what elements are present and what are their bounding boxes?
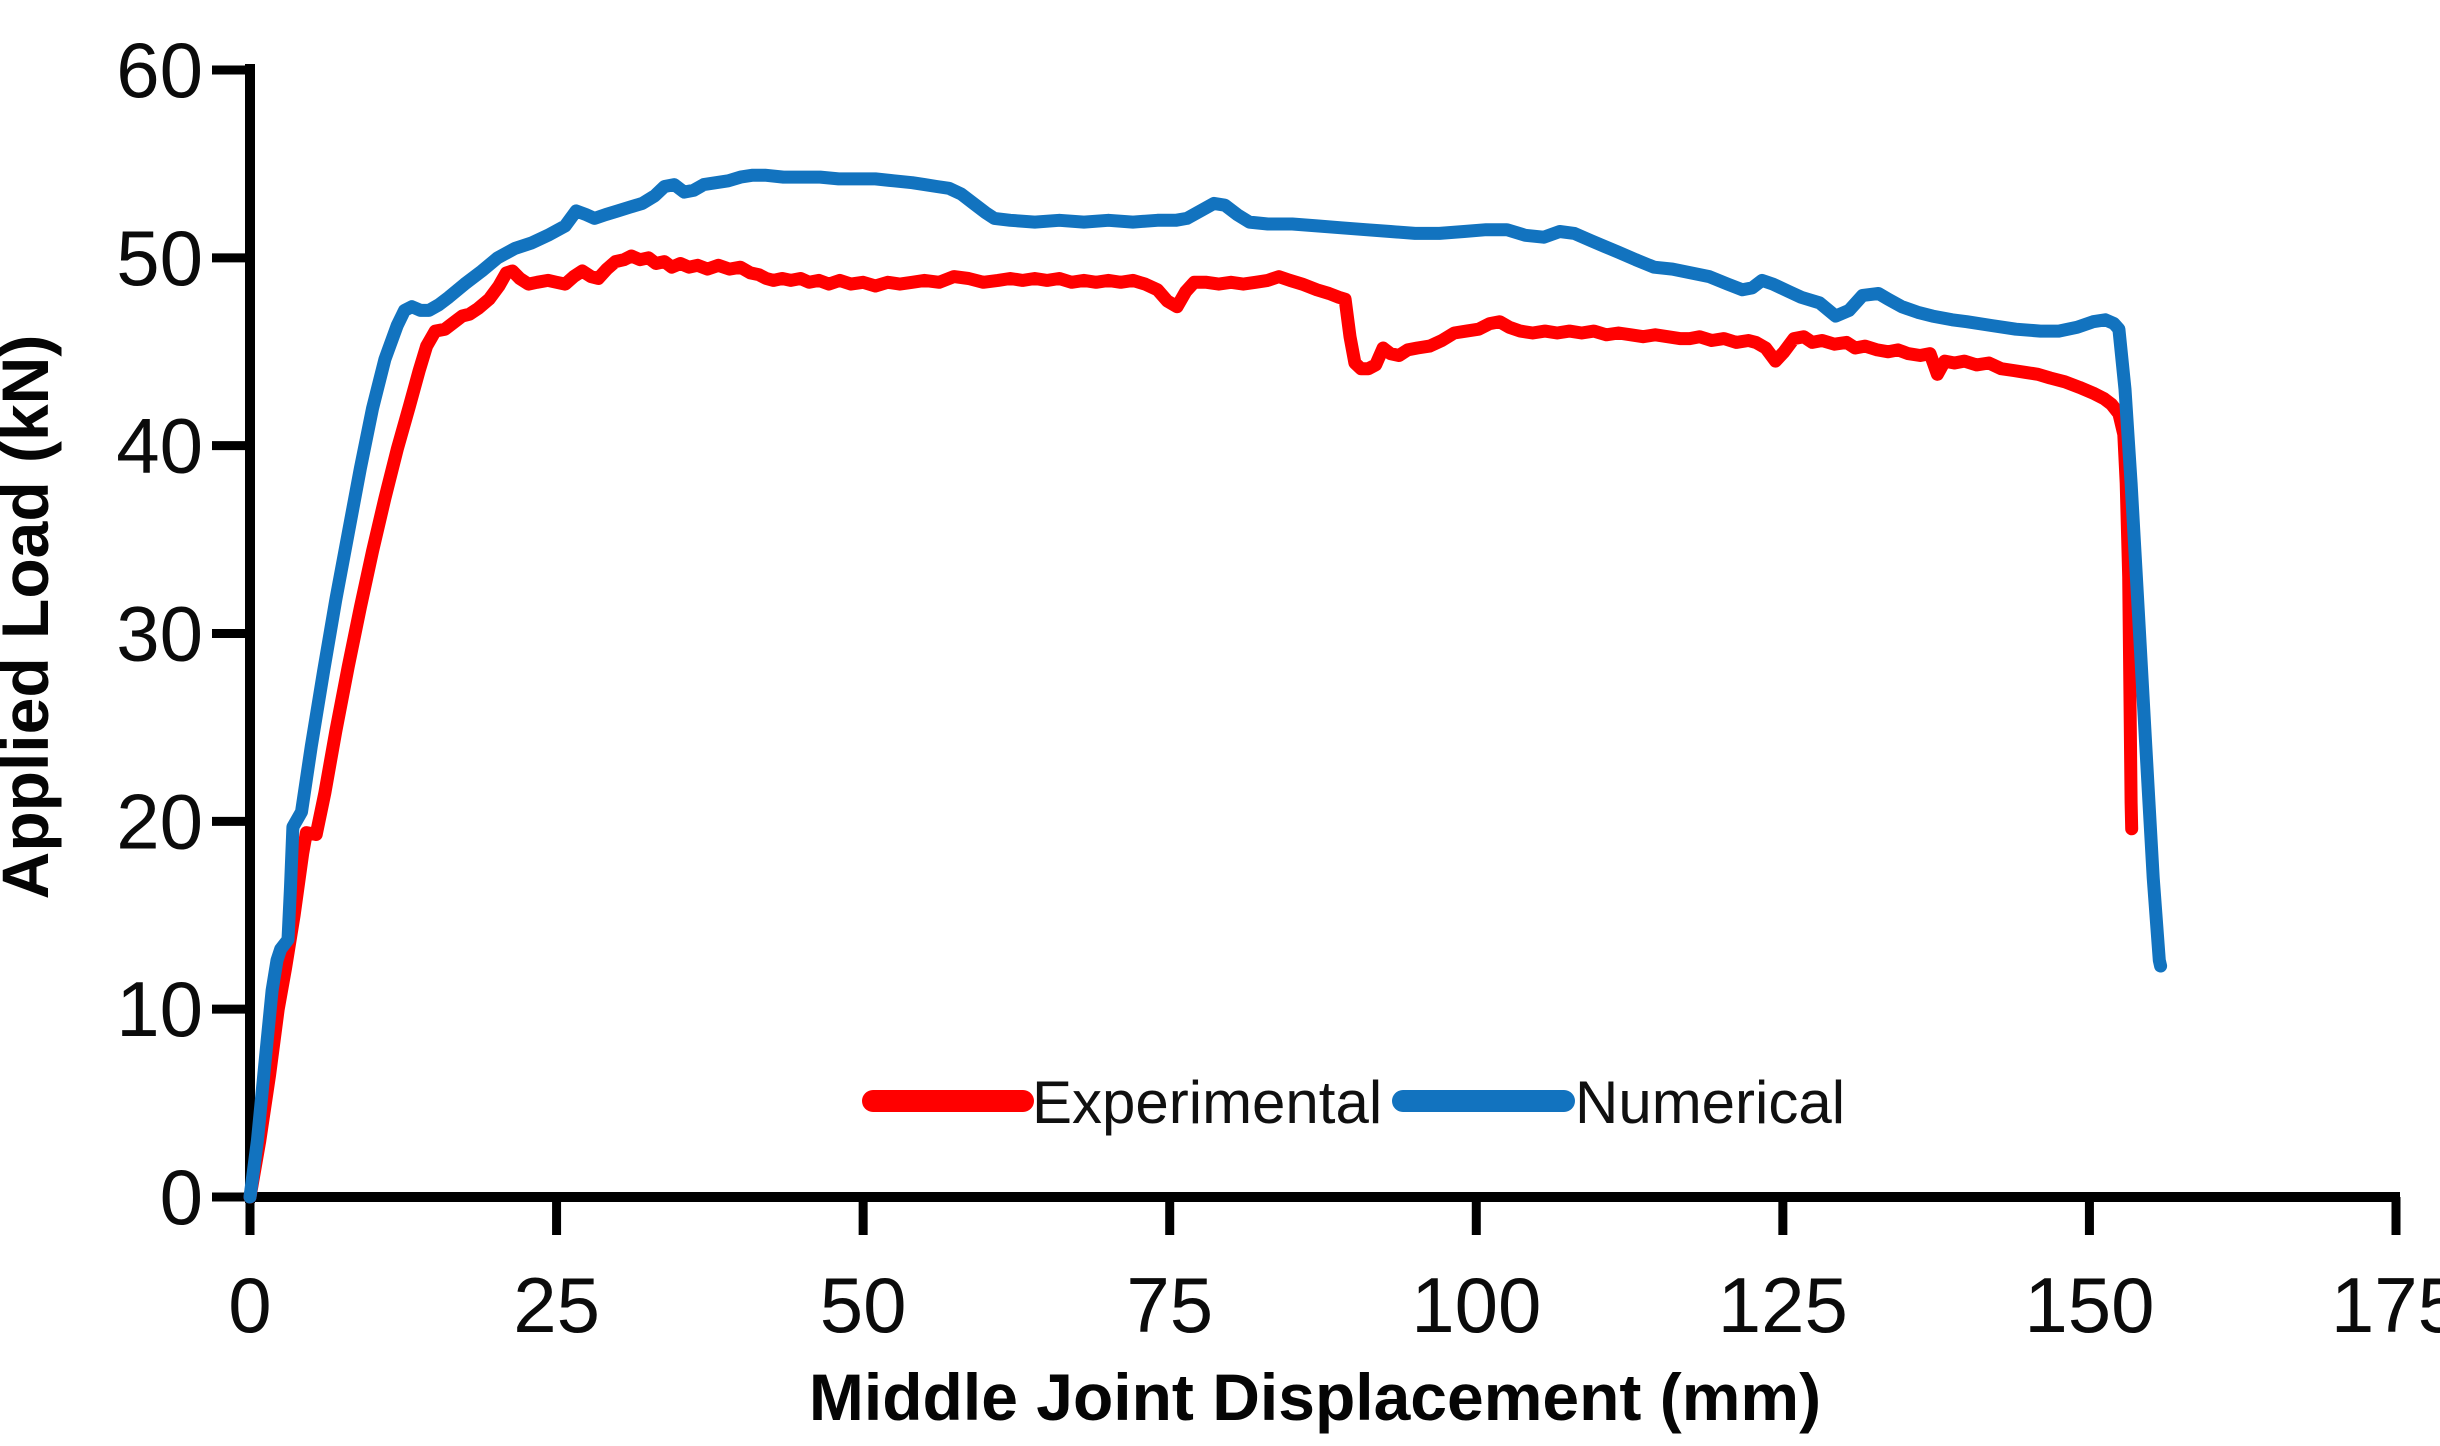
y-tick-label: 60 xyxy=(116,26,203,114)
x-tick-label: 150 xyxy=(2024,1261,2154,1349)
x-tick-label: 75 xyxy=(1126,1261,1213,1349)
x-tick-label: 175 xyxy=(2331,1261,2440,1349)
y-tick-label: 40 xyxy=(116,402,203,490)
x-tick-label: 0 xyxy=(228,1261,271,1349)
y-tick-label: 30 xyxy=(116,590,203,678)
series-layer xyxy=(243,168,2168,1204)
y-tick-label: 10 xyxy=(116,965,203,1053)
x-axis-title: Middle Joint Displacement (mm) xyxy=(809,1360,1821,1434)
legend-label-numerical: Numerical xyxy=(1575,1069,1845,1136)
x-tick-label: 25 xyxy=(513,1261,600,1349)
y-tick-label: 0 xyxy=(160,1153,203,1241)
x-tick-label: 50 xyxy=(820,1261,907,1349)
legend-label-experimental: Experimental xyxy=(1032,1069,1382,1136)
y-tick-label: 50 xyxy=(116,214,203,302)
axes-layer: 0 10 20 30 40 50 60 0 25 50 75 100 125 150 175 xyxy=(116,26,2440,1349)
legend: Experimental Numerical xyxy=(862,1069,1845,1136)
y-axis-title: Applied Load (kN) xyxy=(0,335,62,900)
series-line-numerical xyxy=(243,168,2168,1204)
y-tick-label: 20 xyxy=(116,777,203,865)
x-tick-label: 100 xyxy=(1411,1261,1541,1349)
x-tick-label: 125 xyxy=(1718,1261,1848,1349)
series-line-experimental xyxy=(243,249,2139,1204)
